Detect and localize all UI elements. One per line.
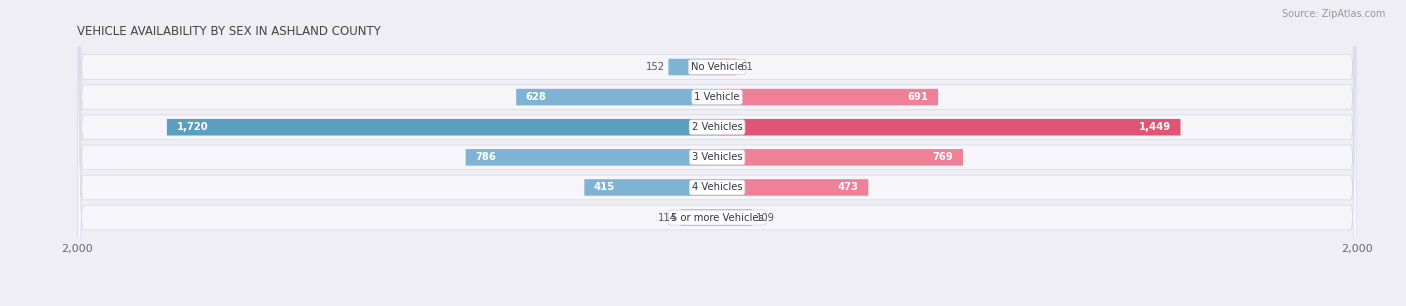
FancyBboxPatch shape	[717, 149, 963, 166]
FancyBboxPatch shape	[77, 0, 1357, 306]
FancyBboxPatch shape	[77, 0, 1357, 306]
FancyBboxPatch shape	[717, 59, 737, 75]
FancyBboxPatch shape	[585, 179, 717, 196]
FancyBboxPatch shape	[717, 179, 869, 196]
Text: 415: 415	[593, 182, 616, 192]
FancyBboxPatch shape	[681, 209, 717, 226]
Text: 152: 152	[645, 62, 665, 72]
Text: 114: 114	[658, 213, 676, 222]
FancyBboxPatch shape	[717, 119, 1181, 136]
Text: 109: 109	[756, 213, 775, 222]
Text: 1,720: 1,720	[177, 122, 208, 132]
FancyBboxPatch shape	[167, 119, 717, 136]
FancyBboxPatch shape	[717, 209, 752, 226]
Text: VEHICLE AVAILABILITY BY SEX IN ASHLAND COUNTY: VEHICLE AVAILABILITY BY SEX IN ASHLAND C…	[77, 25, 381, 38]
FancyBboxPatch shape	[465, 149, 717, 166]
Text: 1 Vehicle: 1 Vehicle	[695, 92, 740, 102]
Text: No Vehicle: No Vehicle	[690, 62, 744, 72]
FancyBboxPatch shape	[516, 89, 717, 105]
Text: 2 Vehicles: 2 Vehicles	[692, 122, 742, 132]
Text: 3 Vehicles: 3 Vehicles	[692, 152, 742, 162]
Text: 691: 691	[907, 92, 928, 102]
Text: 1,449: 1,449	[1139, 122, 1171, 132]
Text: 4 Vehicles: 4 Vehicles	[692, 182, 742, 192]
FancyBboxPatch shape	[717, 89, 938, 105]
Text: 61: 61	[741, 62, 754, 72]
Text: 5 or more Vehicles: 5 or more Vehicles	[671, 213, 763, 222]
FancyBboxPatch shape	[77, 0, 1357, 306]
FancyBboxPatch shape	[77, 0, 1357, 306]
Text: 628: 628	[526, 92, 547, 102]
FancyBboxPatch shape	[77, 0, 1357, 306]
Text: 473: 473	[838, 182, 859, 192]
FancyBboxPatch shape	[668, 59, 717, 75]
Text: Source: ZipAtlas.com: Source: ZipAtlas.com	[1281, 9, 1385, 19]
Text: 769: 769	[932, 152, 953, 162]
Text: 786: 786	[475, 152, 496, 162]
FancyBboxPatch shape	[77, 0, 1357, 306]
